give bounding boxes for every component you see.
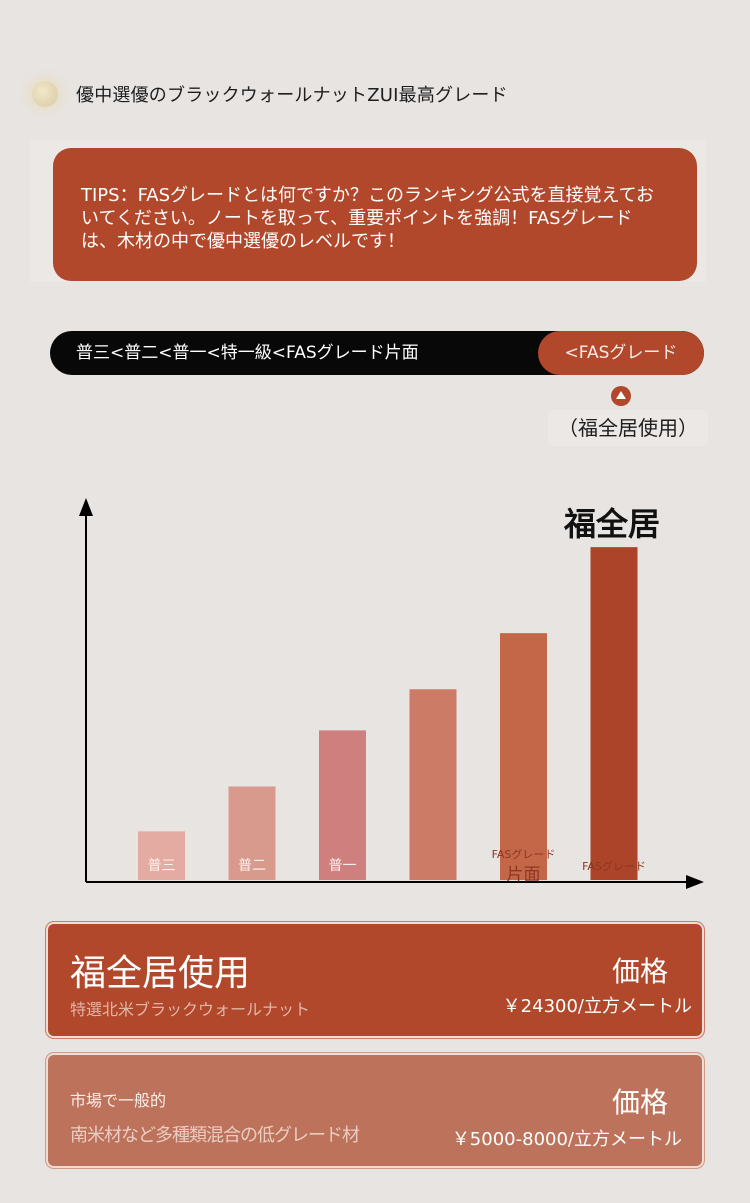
card-title: 市場で一般的 bbox=[70, 1091, 167, 1110]
bar-1 bbox=[138, 831, 185, 880]
bar-top-annotation: 福全居 bbox=[563, 505, 660, 543]
bar-label-5: FASグレード bbox=[492, 847, 556, 861]
card-price-label: 価格 bbox=[611, 1086, 668, 1119]
tips-box: TIPS：FASグレードとは何ですか？このランキング公式を直接覚えておいてくださ… bbox=[53, 148, 697, 281]
bar-label-6: FASグレード bbox=[582, 859, 646, 873]
tips-text: TIPS：FASグレードとは何ですか？このランキング公式を直接覚えておいてくださ… bbox=[81, 185, 655, 252]
bar-2 bbox=[228, 786, 276, 880]
header-title: 優中選優のブラックウォールナットZUI最高グレード bbox=[76, 85, 508, 106]
triangle-up-icon bbox=[611, 386, 631, 406]
header: 優中選優のブラックウォールナットZUI最高グレード bbox=[28, 72, 588, 116]
bar-label-3: 普一 bbox=[329, 858, 357, 874]
card-fuquanju: 福全居使用 特選北米ブラックウォールナット 価格 ￥24300/立方メートル bbox=[46, 922, 704, 1038]
bar-3 bbox=[319, 730, 366, 880]
card-price-value: ￥24300/立方メートル bbox=[502, 996, 692, 1017]
bar-6 bbox=[590, 547, 638, 880]
fas-grade-highlight: <FASグレード bbox=[538, 331, 704, 375]
y-axis-arrow-icon bbox=[79, 498, 93, 516]
bar-5 bbox=[500, 633, 547, 880]
card-price-value: ￥5000-8000/立方メートル bbox=[451, 1129, 682, 1150]
grade-ranking-bar: 普三<普二<普一<特一級<FASグレード片面 <FASグレード bbox=[50, 331, 704, 375]
card-market-common: 市場で一般的 南米材など多種類混合の低グレード材 価格 ￥5000-8000/立… bbox=[46, 1053, 704, 1168]
bar-4 bbox=[409, 689, 457, 880]
bar-label-1: 普三 bbox=[148, 858, 176, 874]
grade-ranking-text: 普三<普二<普一<特一級<FASグレード片面 bbox=[76, 343, 419, 363]
header-dot-icon bbox=[32, 81, 58, 107]
x-axis-arrow-icon bbox=[686, 875, 704, 889]
pointer-label: （福全居使用） bbox=[548, 410, 708, 446]
card-price-label: 価格 bbox=[611, 955, 668, 988]
card-subtitle: 特選北米ブラックウォールナット bbox=[70, 1000, 311, 1019]
bar-label-2: 普二 bbox=[238, 858, 266, 874]
card-title: 福全居使用 bbox=[70, 953, 251, 994]
bar-label-5: 片面 bbox=[507, 865, 541, 885]
card-scribble: 南米材など多種類混合の低グレード材 bbox=[70, 1125, 360, 1146]
